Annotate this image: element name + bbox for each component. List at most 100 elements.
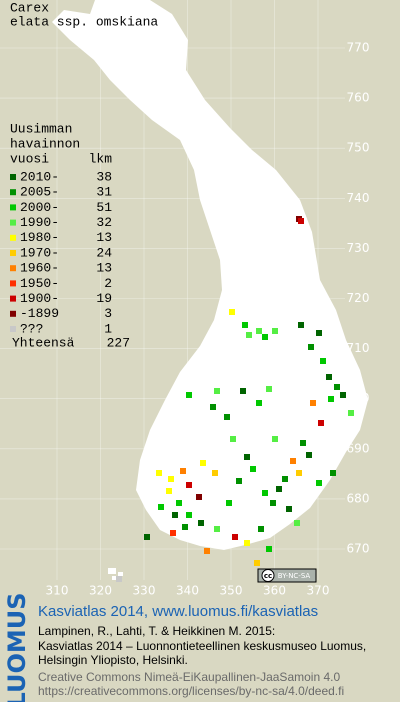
occurrence	[286, 506, 292, 512]
occurrence	[236, 478, 242, 484]
legend-total: 227	[107, 335, 130, 350]
occurrence	[244, 454, 250, 460]
occurrence	[266, 546, 272, 552]
occurrence	[290, 458, 296, 464]
aland-islands	[108, 568, 123, 580]
legend-count: 1	[104, 321, 112, 336]
occurrence	[232, 534, 238, 540]
cc-mark: cc	[264, 572, 272, 580]
north-label: 670	[347, 542, 370, 556]
occurrence	[276, 486, 282, 492]
occurrence	[320, 358, 326, 364]
luomus-logo: LUOMUS	[3, 593, 31, 702]
occurrence	[316, 330, 322, 336]
legend-swatch	[10, 189, 16, 196]
east-label: 350	[220, 584, 243, 598]
occurrence	[198, 520, 204, 526]
occurrence	[244, 540, 250, 546]
occurrence	[158, 504, 164, 510]
occurrence	[186, 392, 192, 398]
occurrence	[214, 388, 220, 394]
occurrence	[254, 560, 260, 566]
title-taxon: elata ssp. omskiana	[10, 14, 158, 29]
occurrence	[258, 526, 264, 532]
legend-count: 24	[96, 245, 112, 260]
occurrence	[200, 460, 206, 466]
occurrence	[210, 404, 216, 410]
occurrence	[186, 512, 192, 518]
occurrence	[168, 476, 174, 482]
legend-swatch	[10, 280, 16, 287]
occurrence	[196, 494, 202, 500]
legend-count-header: lkm	[89, 151, 113, 166]
legend-count: 38	[96, 169, 112, 184]
legend-count: 32	[96, 215, 112, 230]
occurrence	[262, 490, 268, 496]
legend-swatch	[10, 310, 16, 317]
occurrence	[214, 526, 220, 532]
north-label: 750	[347, 141, 370, 155]
legend-total-label: Yhteensä	[12, 335, 75, 350]
legend-swatch	[10, 219, 16, 226]
occurrence	[256, 400, 262, 406]
east-label: 360	[263, 584, 286, 598]
title-genus: Carex	[10, 0, 49, 15]
occurrence	[224, 414, 230, 420]
legend-swatch	[10, 295, 16, 302]
occurrence	[229, 309, 235, 315]
occurrence	[256, 328, 262, 334]
legend-label: 2010-	[20, 169, 59, 184]
legend-count: 13	[96, 230, 112, 245]
occurrence	[326, 374, 332, 380]
legend-count: 51	[96, 200, 112, 215]
occurrence	[348, 410, 354, 416]
occurrence	[182, 524, 188, 530]
north-label: 770	[347, 41, 370, 55]
legend-count: 31	[96, 185, 112, 200]
legend-count: 3	[104, 306, 112, 321]
legend-label: ???	[20, 321, 43, 336]
citation-line: Helsingin Yliopisto, Helsinki.	[38, 653, 188, 667]
citation-line: Lampinen, R., Lahti, T. & Heikkinen M. 2…	[38, 624, 275, 638]
occurrence	[308, 344, 314, 350]
occurrence	[334, 384, 340, 390]
occurrence	[242, 322, 248, 328]
east-label: 370	[307, 584, 330, 598]
north-label: 700	[347, 391, 370, 405]
legend-header: havainnon	[10, 136, 80, 151]
occurrence	[316, 480, 322, 486]
occurrence	[172, 512, 178, 518]
legend-label: 1960-	[20, 261, 59, 276]
legend-label: 1950-	[20, 276, 59, 291]
occurrence	[230, 436, 236, 442]
legend-swatch	[10, 265, 16, 272]
legend-swatch	[10, 174, 16, 180]
occurrence	[226, 500, 232, 506]
legend-label: 2000-	[20, 200, 59, 215]
occurrence	[298, 218, 304, 224]
north-label: 710	[347, 341, 370, 355]
occurrence	[180, 468, 186, 474]
legend-swatch	[10, 250, 16, 256]
legend-label: -1899	[20, 306, 59, 321]
occurrence	[282, 476, 288, 482]
license-badge: cc BY-NC-SA	[257, 568, 317, 583]
occurrence	[116, 576, 122, 582]
legend-header: vuosi	[10, 151, 49, 166]
occurrence	[144, 534, 150, 540]
citation-line: Kasviatlas 2014 – Luonnontieteellinen ke…	[38, 639, 366, 653]
occurrence	[176, 500, 182, 506]
occurrence	[294, 520, 300, 526]
north-label: 690	[347, 441, 370, 455]
legend-swatch	[10, 326, 16, 332]
occurrence	[328, 396, 334, 402]
occurrence	[272, 436, 278, 442]
occurrence	[186, 482, 192, 488]
north-label: 720	[347, 291, 370, 305]
occurrence	[212, 470, 218, 476]
east-label: 340	[176, 584, 199, 598]
legend-label: 1970-	[20, 245, 59, 260]
occurrence	[170, 530, 176, 536]
